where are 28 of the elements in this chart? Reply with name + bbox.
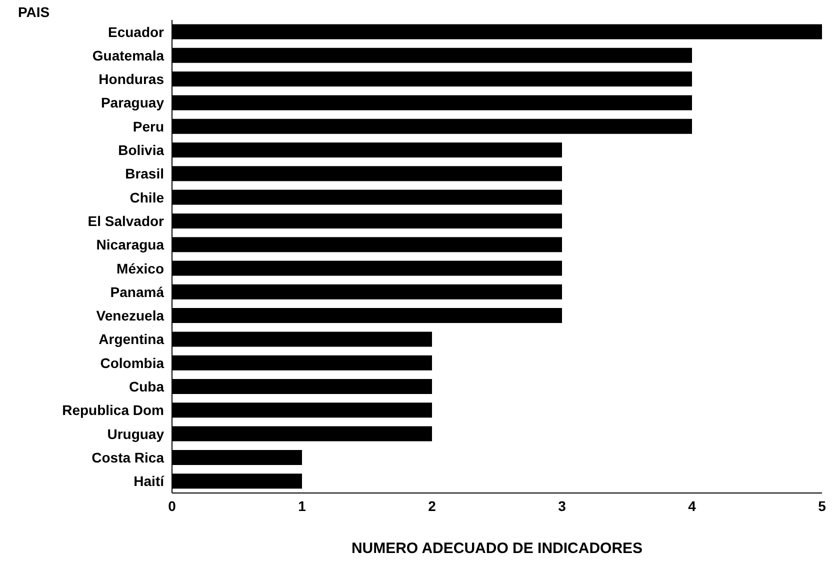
x-tick-label: 5 [818,498,826,514]
y-tick-label: Brasil [125,166,164,182]
x-tick-label: 4 [688,498,696,514]
y-tick-label: Ecuador [108,24,165,40]
y-tick-label: Chile [130,189,164,206]
y-axis-title: PAIS [18,4,50,20]
y-tick-label: Colombia [100,354,164,371]
x-tick-label: 1 [298,498,306,514]
y-tick-label: Guatemala [92,47,164,64]
y-tick-label: Haití [134,473,166,490]
x-tick-label: 2 [428,498,436,514]
y-tick-label: Nicaragua [96,236,164,253]
y-tick-label: Peru [132,118,164,134]
y-tick-label: Venezuela [96,308,164,324]
y-tick-label: México [116,260,164,276]
y-tick-label: Bolivia [118,142,164,158]
y-tick-label: Costa Rica [92,449,164,466]
y-tick-label: El Salvador [88,212,165,229]
y-tick-label: Paraguay [100,94,164,111]
x-tick-label: 3 [558,498,566,514]
x-axis-title: NUMERO ADECUADO DE INDICADORES [351,540,643,557]
y-tick-label: Honduras [98,71,164,88]
y-tick-label: Republica Dom [62,402,164,418]
y-tick-label: Panamá [110,284,164,300]
y-tick-label: Cuba [129,378,164,395]
y-tick-label: Argentina [98,331,164,348]
y-tick-label: Uruguay [107,426,164,442]
x-tick-label: 0 [168,498,176,514]
